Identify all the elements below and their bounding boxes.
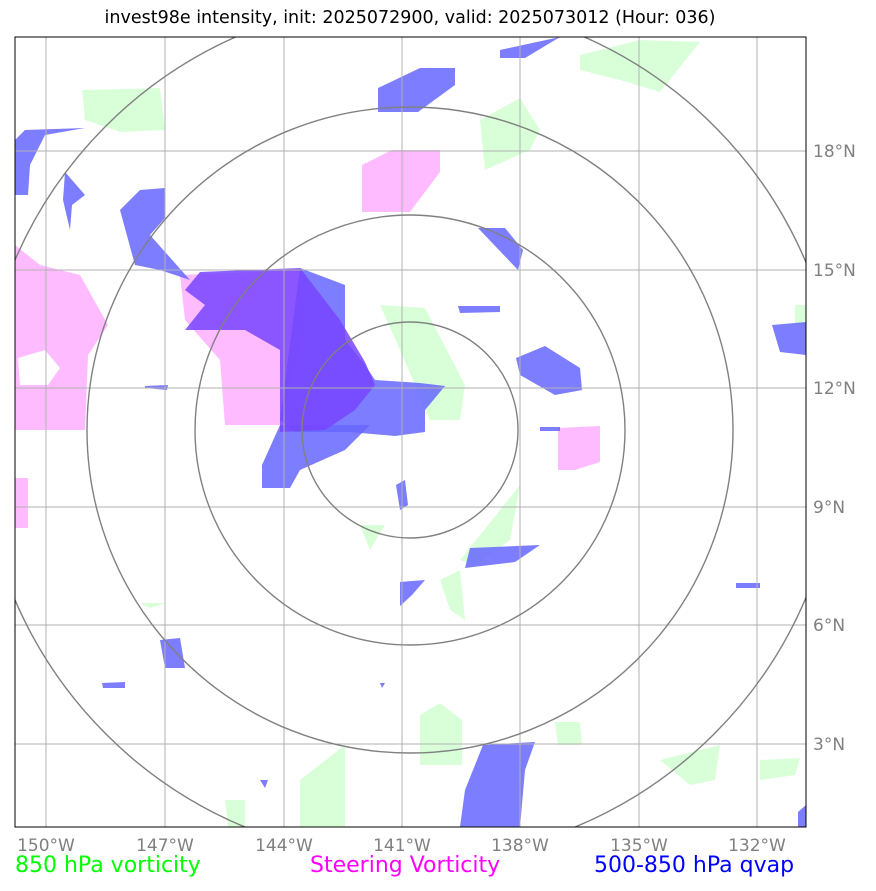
- green-vorticity-contours: [82, 40, 806, 827]
- plot-frame: [14, 36, 807, 828]
- lat-label: 12°N: [813, 379, 856, 399]
- map-title: invest98e intensity, init: 2025072900, v…: [104, 8, 716, 28]
- contour-hole: [18, 350, 60, 385]
- lon-label: 147°W: [136, 836, 194, 856]
- legend-steering-vorticity: Steering Vorticity: [310, 853, 501, 878]
- lon-label: 150°W: [17, 836, 75, 856]
- lat-label: 3°N: [813, 735, 845, 755]
- lat-label: 6°N: [813, 616, 845, 636]
- range-rings: [15, 37, 806, 827]
- lon-label: 135°W: [610, 836, 668, 856]
- lat-label: 18°N: [813, 142, 856, 162]
- lat-lon-grid: [15, 37, 806, 827]
- lon-label: 138°W: [491, 836, 549, 856]
- lon-label: 141°W: [373, 836, 431, 856]
- lat-label: 9°N: [813, 498, 845, 518]
- lat-label: 15°N: [813, 261, 856, 281]
- lon-label: 144°W: [255, 836, 313, 856]
- lon-label: 132°W: [728, 836, 786, 856]
- legend-850-vorticity: 850 hPa vorticity: [15, 853, 201, 878]
- legend-qvap: 500-850 hPa qvap: [594, 853, 795, 878]
